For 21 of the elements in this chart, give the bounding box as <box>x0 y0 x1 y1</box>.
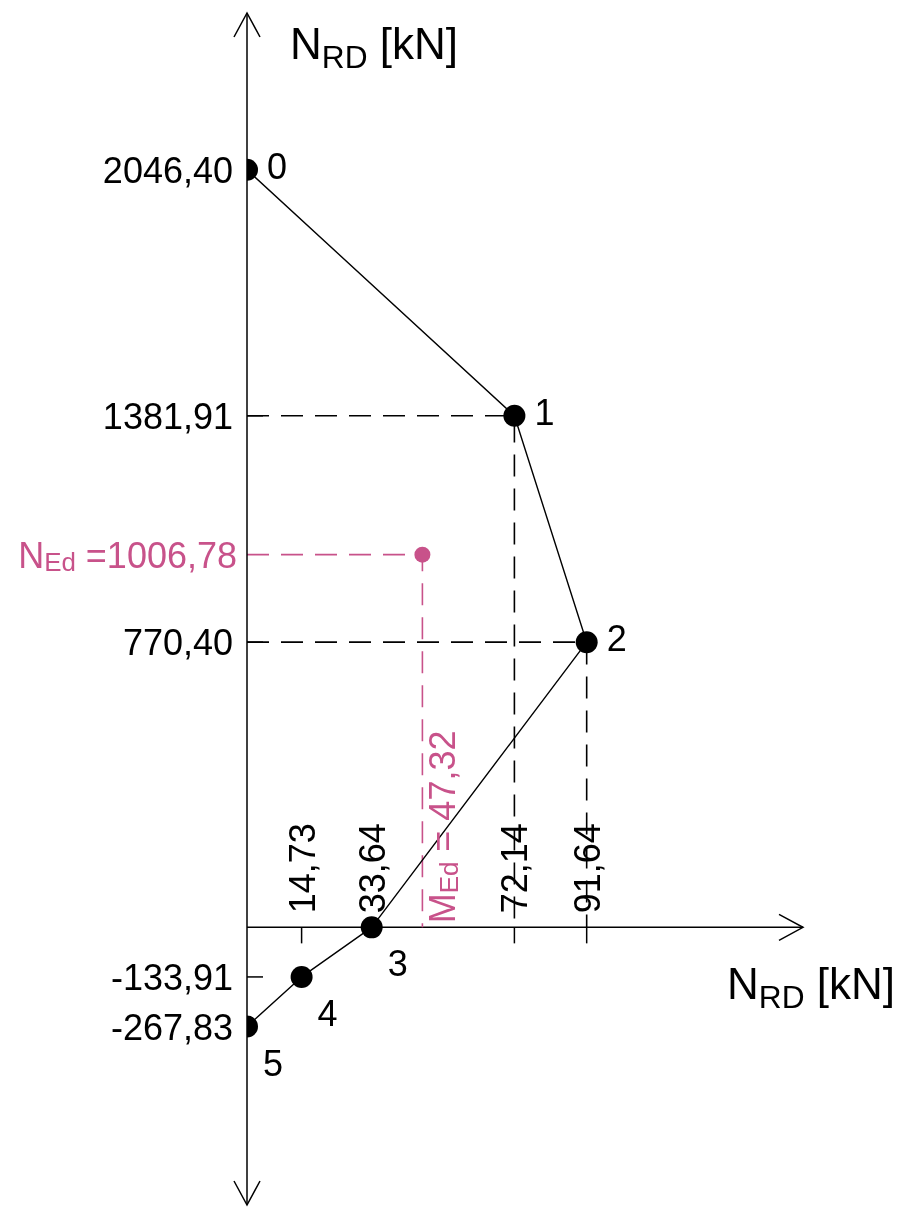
annotation: 1 <box>534 391 555 433</box>
y-tick-label: 770,40 <box>122 621 233 663</box>
annotation: N$_{Ed}$ =1006,78 <box>18 534 237 576</box>
annotation: 4 <box>317 992 338 1034</box>
x-tick-label: 72,14 <box>493 823 535 914</box>
x-tick-label: 91,64 <box>566 823 608 914</box>
x-tick-label: 33,64 <box>351 823 393 914</box>
annotation: 3 <box>387 942 408 984</box>
y-tick-label: 2046,40 <box>102 149 233 191</box>
point <box>575 631 598 654</box>
annotation: 0 <box>267 145 288 187</box>
y-tick-label: 1381,91 <box>102 395 233 437</box>
y-tick-label: -267,83 <box>110 1006 233 1048</box>
point <box>414 546 431 563</box>
y-tick-label: -133,91 <box>110 956 233 998</box>
x-tick-label: 14,73 <box>281 823 323 914</box>
annotation: 2 <box>606 617 627 659</box>
annotation: 5 <box>263 1042 284 1084</box>
y-axis-title: N$_{RD}$ [kN] <box>290 19 458 75</box>
point <box>503 404 526 427</box>
x-axis-title: N$_{RD}$ [kN] <box>727 959 895 1016</box>
